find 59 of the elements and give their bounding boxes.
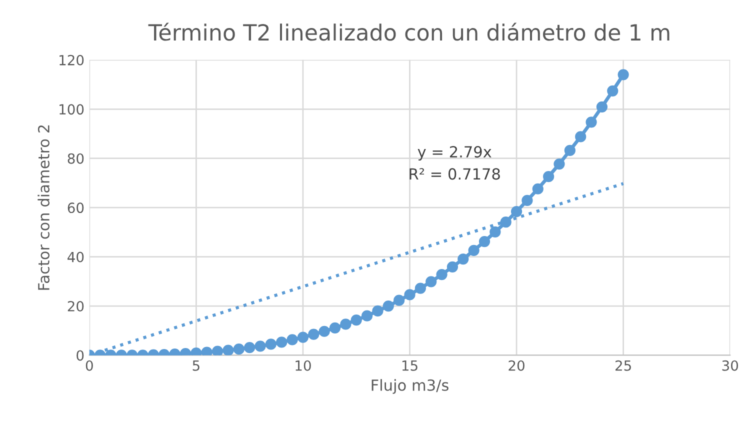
point — [543, 171, 554, 182]
point — [522, 194, 533, 206]
point — [458, 253, 469, 265]
x-tick-label: 30 — [722, 360, 738, 371]
point — [297, 332, 309, 343]
point — [468, 244, 480, 256]
point — [575, 131, 586, 142]
point — [222, 344, 234, 356]
point — [340, 318, 352, 330]
point — [510, 206, 522, 218]
point — [286, 334, 298, 346]
point — [318, 326, 330, 337]
y-tick-label: 100 — [60, 104, 84, 115]
point — [308, 328, 320, 340]
point — [394, 294, 405, 306]
point — [233, 344, 244, 355]
y-axis-title: Factor con diametro 2 — [38, 125, 50, 290]
point — [414, 282, 426, 294]
point — [500, 216, 512, 228]
x-tick-label: 25 — [616, 360, 631, 371]
point — [426, 276, 437, 288]
point — [361, 310, 373, 322]
x-tick-label: 5 — [192, 360, 200, 371]
y-tick-label: 120 — [60, 54, 84, 66]
point — [596, 101, 608, 112]
y-tick-label: 0 — [76, 350, 84, 361]
point — [244, 342, 256, 354]
annotation: y = 2.79x — [418, 146, 492, 161]
point — [618, 69, 629, 80]
x-tick-label: 15 — [402, 360, 418, 371]
point — [350, 314, 362, 326]
point — [382, 300, 394, 312]
point — [404, 289, 416, 300]
point — [554, 158, 565, 170]
point — [254, 340, 266, 352]
point — [446, 261, 458, 272]
point — [532, 183, 544, 194]
point — [478, 236, 490, 248]
point — [586, 116, 597, 128]
point — [276, 336, 288, 348]
point — [265, 338, 276, 350]
point — [564, 144, 576, 156]
x-axis-title: Flujo m3/s — [372, 379, 448, 394]
point — [436, 268, 448, 280]
point — [607, 85, 618, 96]
x-tick-label: 20 — [508, 360, 524, 371]
point — [490, 226, 501, 238]
annotation: R² = 0.7178 — [410, 168, 500, 180]
point — [372, 305, 384, 316]
y-tick-label: 80 — [68, 153, 84, 164]
x-tick-label: 0 — [86, 360, 93, 371]
x-tick-label: 10 — [296, 360, 311, 371]
y-tick-label: 60 — [68, 202, 84, 214]
chart-title: Término T2 linealizado con un diámetro de 1 m — [148, 22, 670, 41]
point — [201, 346, 212, 356]
point — [212, 346, 224, 356]
point — [329, 322, 341, 334]
y-tick-label: 20 — [68, 300, 84, 312]
y-tick-label: 40 — [68, 252, 84, 262]
